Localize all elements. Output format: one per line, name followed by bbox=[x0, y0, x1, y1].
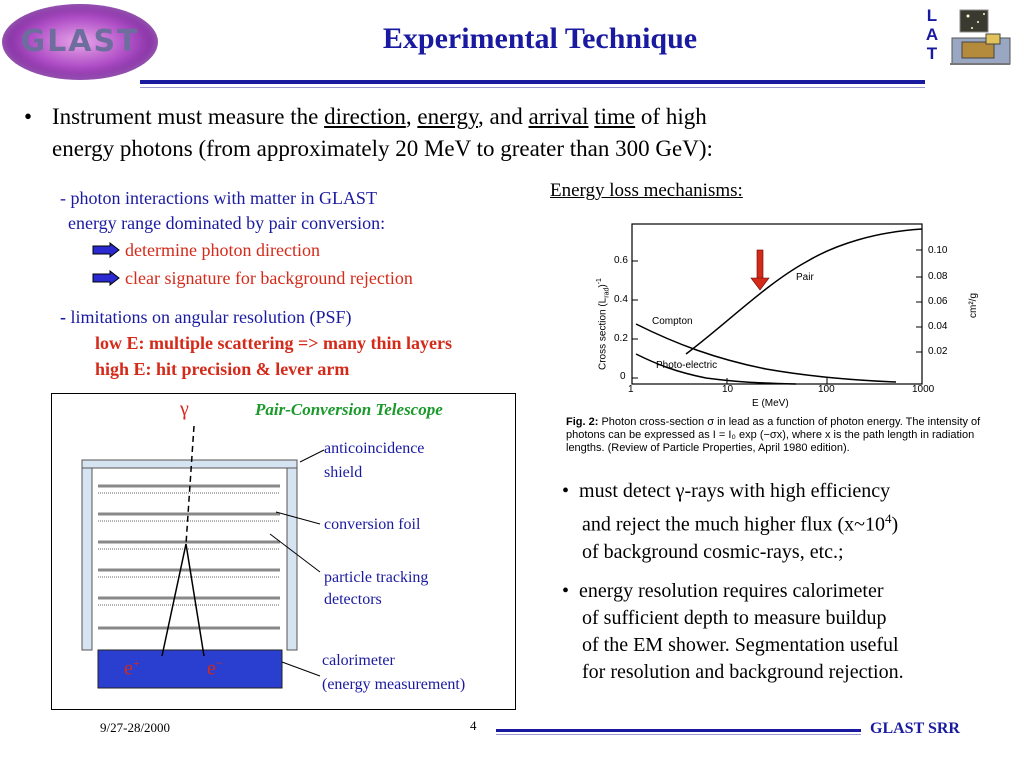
plot-xtick: 1000 bbox=[912, 384, 935, 395]
footer-glast-srr: GLAST SRR bbox=[870, 720, 960, 737]
arrow-item-background: clear signature for background rejection bbox=[125, 268, 413, 288]
rb1-line2-sup: 4 bbox=[884, 511, 892, 526]
footer-rule-thin bbox=[496, 734, 861, 735]
rb2-line1: • energy resolution requires calorimeter bbox=[562, 578, 904, 605]
rb1-line2: and reject the much higher flux (x~104) bbox=[582, 505, 898, 539]
electron-e: e bbox=[207, 657, 216, 680]
bullet-dot: • bbox=[24, 104, 33, 129]
main-bullet-line2: energy photons (from approximately 20 Me… bbox=[52, 136, 713, 161]
label-calorimeter: calorimeter bbox=[322, 652, 395, 669]
page-title: Experimental Technique bbox=[382, 22, 698, 55]
dash: - bbox=[60, 307, 66, 327]
telescope-drawing bbox=[81, 425, 325, 689]
positron-sup: + bbox=[132, 656, 140, 670]
cross-section-plot bbox=[631, 223, 923, 385]
rb2-line4: for resolution and background rejection. bbox=[582, 661, 904, 683]
rb2-line1-text: energy resolution requires calorimeter bbox=[579, 580, 884, 602]
main-bullet: • Instrument must measure the direction,… bbox=[24, 101, 904, 165]
plot-y2label: cm²/g bbox=[968, 293, 979, 318]
positron-e: e bbox=[124, 657, 133, 680]
rb1-line1-text: must detect γ-rays with high efficiency bbox=[579, 480, 891, 502]
plot-xlabel: E (MeV) bbox=[752, 398, 789, 409]
plot-caption: Fig. 2: Photon cross-section σ in lead a… bbox=[566, 416, 996, 455]
label-energy-measurement: (energy measurement) bbox=[322, 676, 466, 693]
arrow-item-direction: determine photon direction bbox=[125, 240, 320, 260]
lat-letter-t: T bbox=[926, 44, 938, 63]
left-limitation: - limitations on angular resolution (PSF… bbox=[60, 304, 352, 330]
ylabel-main: Cross section (L bbox=[597, 297, 609, 370]
page-number: 4 bbox=[470, 718, 477, 733]
plot-xtick: 100 bbox=[818, 384, 835, 395]
word-direction: direction bbox=[324, 104, 406, 129]
caption-text: Photon cross-section σ in lead as a func… bbox=[566, 416, 981, 454]
plot-xtick: 1 bbox=[628, 384, 634, 395]
gamma-symbol: γ bbox=[180, 398, 189, 420]
main-line1-suffix: of high bbox=[640, 104, 707, 129]
ylabel-sup: -1 bbox=[596, 278, 603, 285]
pair-conversion-telescope-diagram: γ Pair-Conversion Telescope anticoincide… bbox=[51, 393, 516, 710]
caption-fig-label: Fig. 2: bbox=[566, 416, 599, 428]
lat-logo-letters: L A T bbox=[922, 6, 942, 63]
word-time: time bbox=[594, 104, 636, 129]
electron-label: e− bbox=[207, 656, 223, 681]
rb1-line1: • must detect γ-rays with high efficienc… bbox=[562, 478, 898, 505]
plot-y2tick: 0.08 bbox=[928, 271, 948, 282]
rb1-line3: of background cosmic-rays, etc.; bbox=[582, 540, 844, 563]
label-detectors: detectors bbox=[324, 591, 382, 608]
plot-label-pair: Pair bbox=[796, 272, 814, 283]
footer-date: 9/27-28/2000 bbox=[100, 720, 171, 735]
header-rule-thin bbox=[140, 87, 925, 88]
label-shield: shield bbox=[324, 464, 363, 481]
limitation-text: limitations on angular resolution (PSF) bbox=[70, 307, 352, 327]
plot-y2tick: 0.06 bbox=[928, 296, 948, 307]
right-bullet-1: • must detect γ-rays with high efficienc… bbox=[562, 478, 898, 566]
left-line2: energy range dominated by pair conversio… bbox=[68, 213, 386, 233]
rb2-line3: of the EM shower. Segmentation useful bbox=[582, 634, 899, 656]
comma: , bbox=[405, 104, 412, 129]
positron-label: e+ bbox=[124, 656, 140, 681]
label-conversion-foil: conversion foil bbox=[324, 516, 421, 533]
satellite-icon bbox=[950, 9, 1011, 65]
and-text: , and bbox=[478, 104, 523, 129]
bullet-dot: • bbox=[562, 480, 570, 502]
word-energy: energy bbox=[417, 104, 479, 129]
ylabel-end: ) bbox=[597, 284, 609, 288]
footer-rule bbox=[496, 729, 861, 732]
plot-ytick: 0.4 bbox=[614, 294, 628, 305]
lat-letter-a: A bbox=[925, 25, 939, 44]
plot-ylabel: Cross section (Lrad)-1 bbox=[596, 278, 610, 370]
rb1-line2-b: ) bbox=[891, 513, 899, 536]
plot-xtick: 10 bbox=[722, 384, 734, 395]
right-arrow-icon bbox=[92, 270, 120, 286]
left-line1: - photon interactions with matter in GLA… bbox=[60, 188, 377, 208]
word-arrival: arrival bbox=[528, 104, 589, 129]
plot-ytick: 0.2 bbox=[614, 333, 628, 344]
ylabel-sub: rad bbox=[603, 287, 611, 298]
label-particle-tracking: particle tracking bbox=[324, 569, 429, 586]
electron-sup: − bbox=[215, 656, 223, 670]
lat-letter-l: L bbox=[926, 6, 938, 25]
plot-label-compton: Compton bbox=[652, 316, 693, 327]
glast-logo-text: GLAST bbox=[20, 24, 140, 59]
main-bullet-line1: Instrument must measure the direction, e… bbox=[52, 101, 904, 133]
header-rule bbox=[140, 80, 925, 84]
plot-ytick: 0 bbox=[620, 371, 626, 382]
rb1-line2-a: and reject the much higher flux (x~10 bbox=[582, 513, 885, 536]
telescope-title: Pair-Conversion Telescope bbox=[255, 400, 443, 419]
rb2-line2: of sufficient depth to measure buildup bbox=[582, 607, 887, 629]
bullet-dot: • bbox=[562, 580, 570, 602]
right-bullet-2: • energy resolution requires calorimeter… bbox=[562, 578, 904, 686]
plot-y2tick: 0.04 bbox=[928, 321, 948, 332]
right-arrow-icon bbox=[92, 242, 120, 258]
plot-y2tick: 0.10 bbox=[928, 245, 948, 256]
label-anticoincidence: anticoincidence bbox=[324, 440, 425, 457]
glast-logo: GLAST bbox=[2, 4, 158, 80]
main-line1-prefix: Instrument must measure the bbox=[52, 104, 319, 129]
low-energy-note: low E: multiple scattering => many thin … bbox=[95, 333, 452, 353]
plot-y2tick: 0.02 bbox=[928, 346, 948, 357]
high-energy-note: high E: hit precision & lever arm bbox=[95, 359, 350, 379]
plot-label-photoelectric: Photo-electric bbox=[656, 360, 718, 371]
energy-loss-title: Energy loss mechanisms: bbox=[550, 180, 743, 201]
plot-ytick: 0.6 bbox=[614, 255, 628, 266]
